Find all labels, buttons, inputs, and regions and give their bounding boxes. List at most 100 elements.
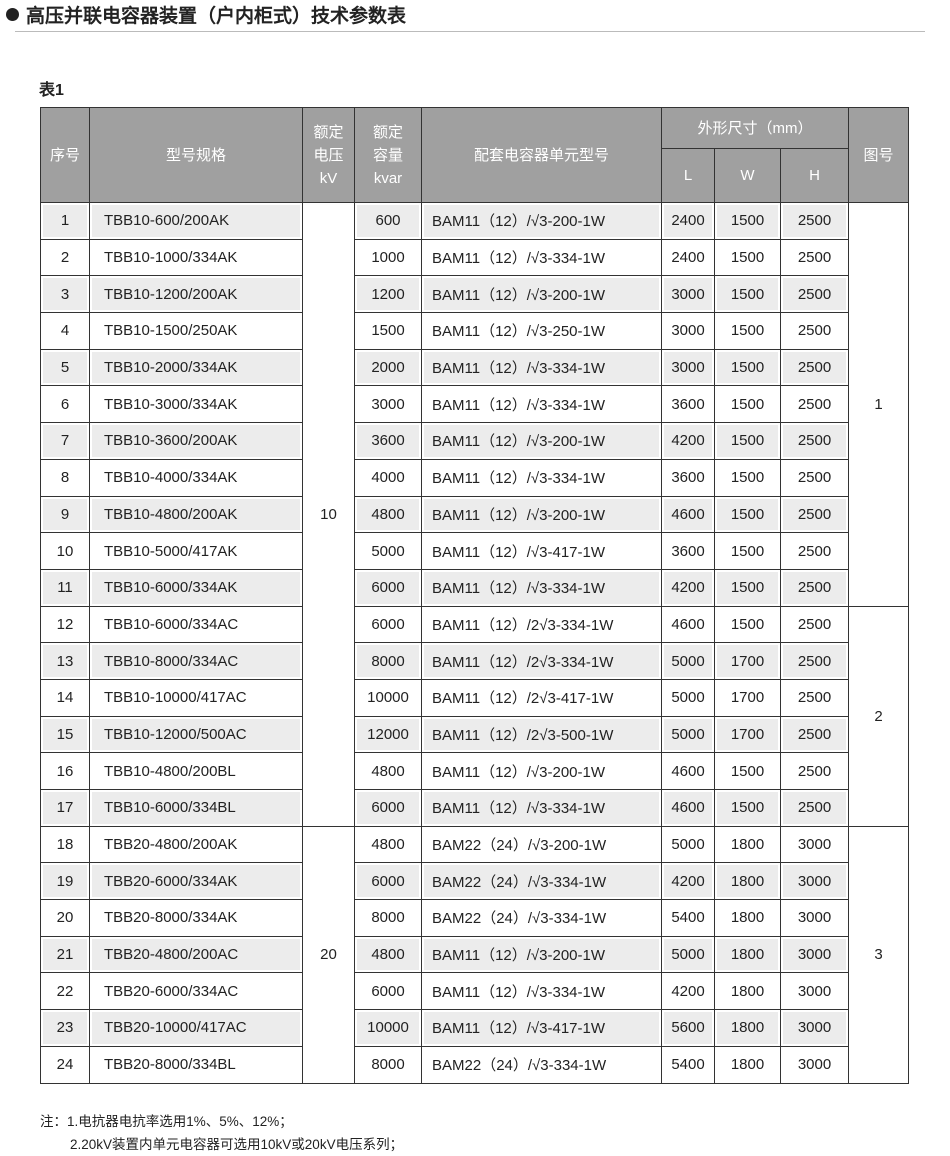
cell-L: 5400 <box>661 1045 715 1084</box>
table-row: 18 TBB20-4800/200AK 20 4800 BAM22（24）/√3-200… <box>40 825 910 1084</box>
cell-unit: BAM22（24）/√3-200-1W <box>421 825 662 864</box>
cell-capacity: 6000 <box>354 789 422 827</box>
header-voltage-line1: 额定 <box>313 123 344 141</box>
cell-L: 5400 <box>661 899 715 937</box>
note-2: 2.20kV装置内单元电容器可选用10kV或20kV电压系列； <box>70 1137 404 1152</box>
cell-index: 19 <box>40 862 90 901</box>
cell-L: 5000 <box>661 935 715 974</box>
table-row: 6 TBB10-3000/334AK 3000 BAM11（12）/√3-334-1W… <box>40 385 909 424</box>
cell-index: 21 <box>40 935 90 974</box>
cell-index: 6 <box>40 385 90 424</box>
cell-index: 24 <box>40 1045 90 1084</box>
cell-L: 4600 <box>661 605 715 644</box>
cell-index: 4 <box>40 312 90 350</box>
cell-W: 1800 <box>714 862 781 901</box>
cell-capacity: 6000 <box>354 568 422 607</box>
cell-capacity: 3000 <box>354 385 422 424</box>
cell-figure: 1 <box>848 202 910 607</box>
cell-model: TBB10-2000/334AK <box>89 348 303 387</box>
cell-W: 1800 <box>714 1045 781 1084</box>
header-dims: 外形尺寸（mm） <box>660 107 850 149</box>
cell-H: 2500 <box>779 458 850 497</box>
cell-L: 2400 <box>661 238 715 277</box>
header-capacity: 额定 容量 kvar <box>354 107 422 203</box>
cell-capacity: 8000 <box>354 642 422 680</box>
cell-unit: BAM11（12）/2√3-334-1W <box>421 642 662 680</box>
cell-unit: BAM11（12）/√3-334-1W <box>421 238 662 277</box>
cell-figure: 2 <box>848 605 910 827</box>
table-row: 9 TBB10-4800/200AK 4800 BAM11（12）/√3-200-1W… <box>40 495 909 534</box>
cell-model: TBB10-6000/334BL <box>89 789 303 827</box>
table-row: 2 TBB10-1000/334AK 1000 BAM11（12）/√3-334-1W… <box>40 238 909 277</box>
cell-unit: BAM11（12）/√3-200-1W <box>421 202 662 240</box>
cell-index: 23 <box>40 1009 90 1047</box>
cell-W: 1800 <box>714 1009 781 1047</box>
cell-L: 4200 <box>661 972 715 1011</box>
cell-L: 4600 <box>661 495 715 534</box>
cell-unit: BAM11（12）/√3-200-1W <box>421 752 662 790</box>
cell-H: 3000 <box>779 862 850 901</box>
cell-W: 1500 <box>714 605 781 644</box>
cell-W: 1800 <box>714 935 781 974</box>
cell-unit: BAM11（12）/√3-334-1W <box>421 972 662 1011</box>
cell-H: 2500 <box>779 312 850 350</box>
cell-capacity: 1200 <box>354 275 422 314</box>
cell-W: 1500 <box>714 312 781 350</box>
cell-H: 2500 <box>779 422 850 460</box>
cell-W: 1800 <box>714 972 781 1011</box>
table-row: 19 TBB20-6000/334AK 6000 BAM22（24）/√3-334-1… <box>40 862 909 901</box>
cell-H: 3000 <box>779 1009 850 1047</box>
cell-model: TBB10-1000/334AK <box>89 238 303 277</box>
cell-L: 3000 <box>661 348 715 387</box>
table-header: 序号 型号规格 额定 电压 kV 额定 容量 kvar 配套电容器单元型号 外形… <box>40 107 910 203</box>
cell-H: 2500 <box>779 789 850 827</box>
cell-L: 4600 <box>661 789 715 827</box>
cell-W: 1500 <box>714 275 781 314</box>
cell-H: 3000 <box>779 825 850 864</box>
cell-index: 2 <box>40 238 90 277</box>
cell-model: TBB20-6000/334AC <box>89 972 303 1011</box>
cell-L: 3600 <box>661 458 715 497</box>
cell-L: 3000 <box>661 275 715 314</box>
title-divider <box>15 31 925 32</box>
cell-voltage: 20 <box>302 825 355 1084</box>
cell-capacity: 10000 <box>354 678 422 717</box>
cell-index: 8 <box>40 458 90 497</box>
header-unit: 配套电容器单元型号 <box>421 107 662 203</box>
cell-capacity: 8000 <box>354 1045 422 1084</box>
cell-L: 3600 <box>661 532 715 570</box>
cell-capacity: 1000 <box>354 238 422 277</box>
cell-W: 1500 <box>714 348 781 387</box>
table-row: 11 TBB10-6000/334AK 6000 BAM11（12）/√3-334-1… <box>40 568 909 607</box>
cell-model: TBB10-4800/200BL <box>89 752 303 790</box>
cell-capacity: 5000 <box>354 532 422 570</box>
cell-H: 2500 <box>779 752 850 790</box>
cell-capacity: 6000 <box>354 605 422 644</box>
header-capacity-unit: kvar <box>373 169 403 187</box>
cell-unit: BAM11（12）/2√3-417-1W <box>421 678 662 717</box>
cell-W: 1500 <box>714 202 781 240</box>
cell-index: 11 <box>40 568 90 607</box>
cell-capacity: 4800 <box>354 825 422 864</box>
header-voltage-unit: kV <box>319 169 338 187</box>
table-row: 1 TBB10-600/200AK 10 600 BAM11（12）/√3-200-1W… <box>40 202 910 827</box>
cell-L: 4600 <box>661 752 715 790</box>
cell-model: TBB10-10000/417AC <box>89 678 303 717</box>
cell-unit: BAM11（12）/√3-334-1W <box>421 458 662 497</box>
table-row: 14 TBB10-10000/417AC 10000 BAM11（12）/2√3-41… <box>40 678 909 717</box>
cell-index: 1 <box>40 202 90 240</box>
cell-unit: BAM22（24）/√3-334-1W <box>421 1045 662 1084</box>
table-body: 1 TBB10-600/200AK 10 600 BAM11（12）/√3-200-1W… <box>40 202 910 1084</box>
cell-capacity: 4000 <box>354 458 422 497</box>
cell-H: 2500 <box>779 568 850 607</box>
cell-L: 5000 <box>661 715 715 754</box>
table-row: 22 TBB20-6000/334AC 6000 BAM11（12）/√3-334-1… <box>40 972 909 1011</box>
cell-model: TBB10-4000/334AK <box>89 458 303 497</box>
cell-model: TBB20-10000/417AC <box>89 1009 303 1047</box>
table-row: 12 TBB10-6000/334AC 6000 BAM11（12）/2√3-334-… <box>40 605 910 827</box>
cell-unit: BAM11（12）/√3-200-1W <box>421 935 662 974</box>
cell-H: 3000 <box>779 935 850 974</box>
page-title-text: 高压并联电容器装置（户内柜式）技术参数表 <box>26 5 407 27</box>
cell-H: 2500 <box>779 678 850 717</box>
cell-model: TBB10-3000/334AK <box>89 385 303 424</box>
